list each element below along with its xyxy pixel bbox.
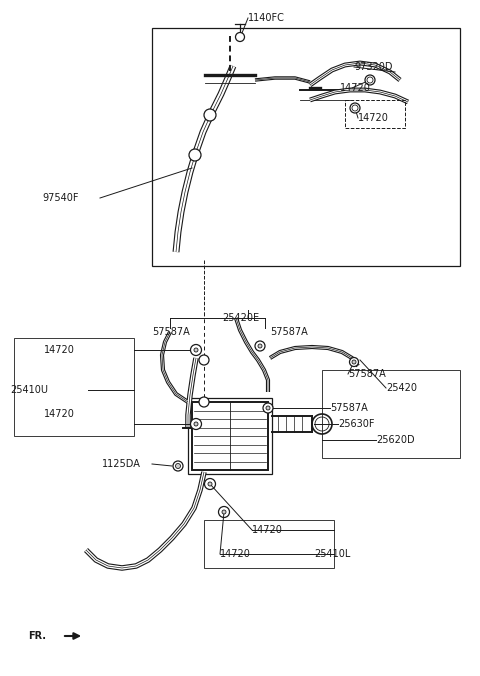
Circle shape — [208, 482, 212, 486]
Bar — [345, 100, 405, 128]
Circle shape — [204, 479, 216, 489]
Text: 57587A: 57587A — [330, 403, 368, 413]
Text: 14720: 14720 — [44, 345, 75, 355]
Circle shape — [173, 461, 183, 471]
Circle shape — [255, 341, 265, 351]
Circle shape — [194, 422, 198, 426]
Circle shape — [194, 348, 198, 352]
Circle shape — [352, 360, 356, 364]
Circle shape — [199, 397, 209, 407]
Circle shape — [365, 75, 375, 85]
Circle shape — [204, 109, 216, 121]
Bar — [322, 370, 460, 458]
Text: FR.: FR. — [28, 631, 46, 641]
Circle shape — [352, 105, 358, 111]
Circle shape — [222, 510, 226, 514]
Text: 14720: 14720 — [340, 83, 371, 93]
Text: 14720: 14720 — [44, 409, 75, 419]
Text: 1125DA: 1125DA — [102, 459, 141, 469]
Circle shape — [199, 355, 209, 365]
Circle shape — [266, 406, 270, 410]
Text: 14720: 14720 — [358, 113, 389, 123]
Bar — [14, 338, 134, 436]
Text: 25420: 25420 — [386, 383, 417, 393]
Text: 25420E: 25420E — [222, 313, 259, 323]
Text: 25620D: 25620D — [376, 435, 415, 445]
Circle shape — [263, 403, 273, 413]
Bar — [188, 398, 272, 474]
Bar — [192, 402, 268, 470]
Circle shape — [367, 77, 373, 83]
Text: 14720: 14720 — [252, 525, 283, 535]
Circle shape — [191, 345, 202, 356]
Circle shape — [191, 418, 202, 429]
Text: 57587A: 57587A — [348, 369, 386, 379]
Circle shape — [218, 506, 229, 518]
Text: 25410L: 25410L — [314, 549, 350, 559]
Circle shape — [176, 464, 180, 468]
Circle shape — [350, 103, 360, 113]
Text: 97540F: 97540F — [42, 193, 79, 203]
Text: 57587A: 57587A — [152, 327, 190, 337]
Circle shape — [236, 32, 244, 41]
Text: 97320D: 97320D — [354, 62, 393, 72]
Text: 1140FC: 1140FC — [248, 13, 285, 23]
Text: 25410U: 25410U — [10, 385, 48, 395]
Circle shape — [349, 358, 359, 366]
Text: 14720: 14720 — [220, 549, 251, 559]
Circle shape — [258, 344, 262, 348]
Text: 25630F: 25630F — [338, 419, 374, 429]
Text: 57587A: 57587A — [270, 327, 308, 337]
Bar — [204, 520, 334, 568]
Circle shape — [189, 149, 201, 161]
Bar — [152, 28, 460, 266]
